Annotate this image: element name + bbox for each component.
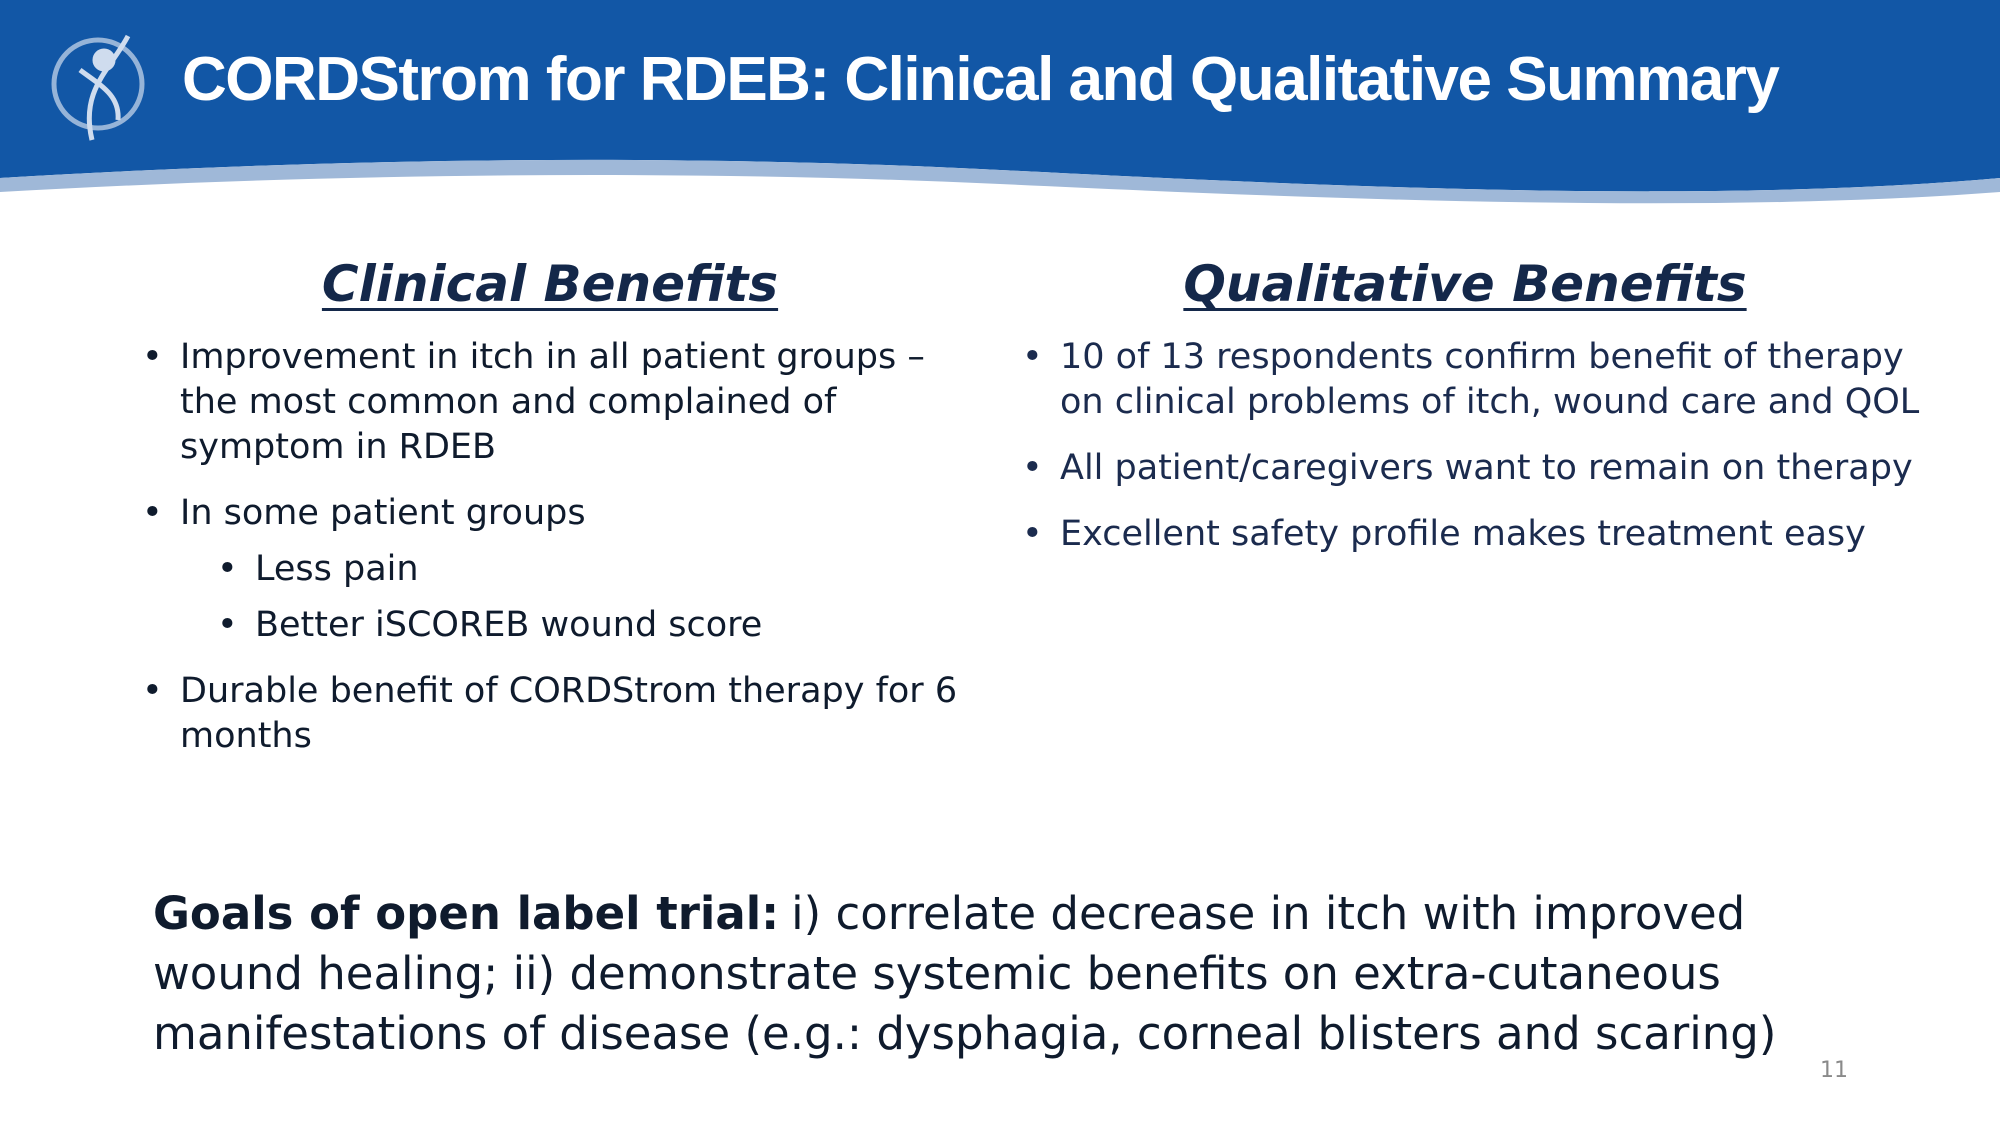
column-heading: Clinical Benefits <box>321 255 779 313</box>
bullet: Durable benefit of CORDStrom therapy for… <box>140 669 960 759</box>
column: Clinical Benefits Improvement in itch in … <box>140 255 960 780</box>
bullet-text: Improvement in itch in all patient group… <box>180 337 925 467</box>
bullet: 10 of 13 respondents confirm benefit of … <box>1020 335 1920 425</box>
column: Qualitative Benefits 10 of 13 respondents… <box>1020 255 1920 578</box>
header-wave <box>0 159 2000 204</box>
bullet-text: Durable benefit of CORDStrom therapy for… <box>180 671 958 756</box>
page-number: 11 <box>1820 1058 1848 1083</box>
bullet-list: 10 of 13 respondents confirm benefit of … <box>1020 335 1920 557</box>
bullet-text: In some patient groups <box>180 493 586 533</box>
goals: Goals of open label trial: i) correlate d… <box>153 884 1893 1064</box>
bullet-list: Improvement in itch in all patient group… <box>140 335 960 759</box>
bullet-text: 10 of 13 respondents confirm benefit of … <box>1060 337 1920 422</box>
bullet: Improvement in itch in all patient group… <box>140 335 960 470</box>
bullet-text: All patient/caregivers want to remain on… <box>1060 448 1913 488</box>
sub-bullet: Better iSCOREB wound score <box>215 603 960 648</box>
goals-text: i) correlate decrease in itch with impro… <box>153 887 1777 1060</box>
goals-label: Goals of open label trial: <box>153 887 780 940</box>
bullet: Excellent safety profile makes treatment… <box>1020 512 1920 557</box>
column-heading: Qualitative Benefits <box>1183 255 1747 313</box>
sub-bullet: Less pain <box>215 547 960 592</box>
bullet: In some patient groups Less pain Better iS… <box>140 491 960 648</box>
bullet-text: Excellent safety profile makes treatment… <box>1060 514 1866 554</box>
bullet: All patient/caregivers want to remain on… <box>1020 446 1920 491</box>
sub-list: Less pain Better iSCOREB wound score <box>215 547 960 648</box>
slide-title: CORDStrom for RDEB: Clinical and Qualita… <box>182 45 1780 114</box>
header-band <box>0 0 2000 204</box>
header-bg <box>0 0 2000 192</box>
logo <box>51 34 145 141</box>
